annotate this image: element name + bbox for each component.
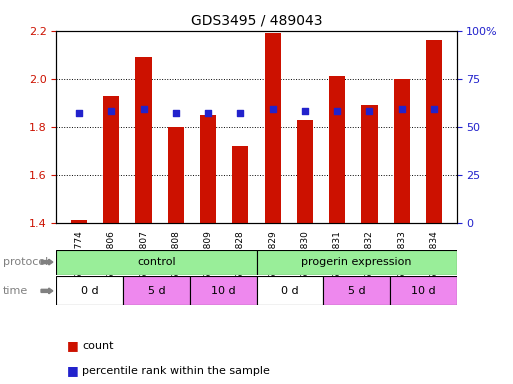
Bar xyxy=(200,115,216,223)
FancyBboxPatch shape xyxy=(190,276,256,305)
Text: protocol: protocol xyxy=(3,257,48,267)
Bar xyxy=(232,146,248,223)
Bar xyxy=(426,40,442,223)
Text: time: time xyxy=(3,286,28,296)
Point xyxy=(365,108,373,114)
FancyBboxPatch shape xyxy=(256,276,323,305)
FancyBboxPatch shape xyxy=(256,250,457,275)
Bar xyxy=(135,57,152,223)
Text: 5 d: 5 d xyxy=(148,286,165,296)
Bar xyxy=(361,105,378,223)
Text: 10 d: 10 d xyxy=(211,286,235,296)
Text: progerin expression: progerin expression xyxy=(301,257,412,267)
Bar xyxy=(297,119,313,223)
Point xyxy=(204,110,212,116)
Text: ■: ■ xyxy=(67,364,78,377)
FancyBboxPatch shape xyxy=(390,276,457,305)
Point xyxy=(268,106,277,113)
Point xyxy=(333,108,341,114)
FancyBboxPatch shape xyxy=(323,276,390,305)
Bar xyxy=(265,33,281,223)
Bar xyxy=(393,79,410,223)
Point xyxy=(236,110,245,116)
Point xyxy=(398,106,406,113)
Point xyxy=(140,106,148,113)
FancyBboxPatch shape xyxy=(56,276,123,305)
Point xyxy=(172,110,180,116)
Text: GDS3495 / 489043: GDS3495 / 489043 xyxy=(191,13,322,27)
Text: 0 d: 0 d xyxy=(281,286,299,296)
Text: control: control xyxy=(137,257,176,267)
Text: 10 d: 10 d xyxy=(411,286,436,296)
Point xyxy=(430,106,438,113)
Bar xyxy=(103,96,120,223)
Text: 0 d: 0 d xyxy=(81,286,98,296)
Text: ■: ■ xyxy=(67,339,78,352)
Bar xyxy=(329,76,345,223)
Text: percentile rank within the sample: percentile rank within the sample xyxy=(82,366,270,376)
Bar xyxy=(168,127,184,223)
Point xyxy=(301,108,309,114)
Point xyxy=(75,110,83,116)
Bar xyxy=(71,220,87,223)
FancyBboxPatch shape xyxy=(56,250,256,275)
FancyBboxPatch shape xyxy=(123,276,190,305)
Point xyxy=(107,108,115,114)
Text: 5 d: 5 d xyxy=(348,286,365,296)
Text: count: count xyxy=(82,341,113,351)
